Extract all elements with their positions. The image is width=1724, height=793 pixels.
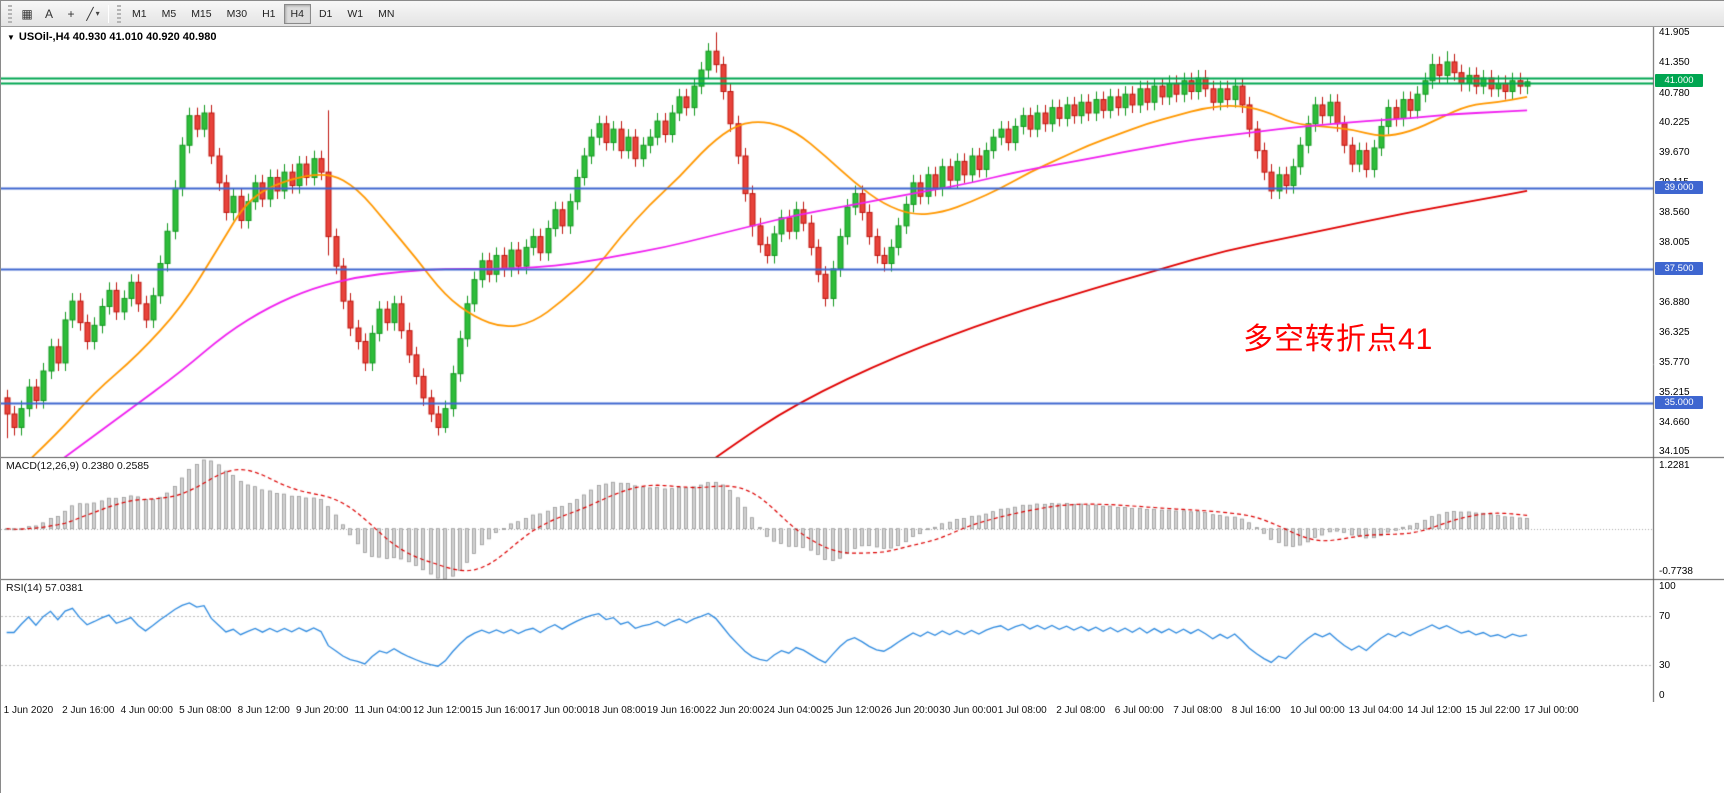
time-axis-label: 9 Jun 20:00 bbox=[296, 705, 349, 716]
price-tick-label: 39.670 bbox=[1659, 147, 1690, 159]
price-tick-label: 41.350 bbox=[1659, 56, 1690, 68]
text-label-button[interactable]: A bbox=[38, 4, 60, 24]
time-axis-label: 15 Jun 16:00 bbox=[471, 705, 530, 716]
time-axis-label: 30 Jun 00:00 bbox=[939, 705, 998, 716]
timeframe-m30-button[interactable]: M30 bbox=[226, 7, 248, 20]
price-tick-label: 41.905 bbox=[1659, 27, 1690, 39]
rsi-axis-label: 100 bbox=[1659, 581, 1676, 592]
symbol-ohlc-label: USOil-,H4 40.930 41.010 40.920 40.980 bbox=[18, 31, 217, 43]
price-tick-label: 40.225 bbox=[1659, 117, 1690, 129]
price-tick-label: 38.005 bbox=[1659, 236, 1690, 248]
price-tick-label: 34.660 bbox=[1659, 416, 1690, 428]
time-axis-label: 5 Jun 08:00 bbox=[179, 705, 232, 716]
price-chart-canvas[interactable] bbox=[1, 27, 1724, 793]
time-axis-label: 10 Jul 00:00 bbox=[1290, 705, 1345, 716]
draw-trendline-icon: ╱ bbox=[86, 6, 94, 21]
chevron-down-icon[interactable]: ▾ bbox=[95, 9, 100, 18]
timeframe-m1-button[interactable]: M1 bbox=[132, 7, 147, 20]
macd-axis-label: -0.7738 bbox=[1659, 566, 1693, 577]
chart-title: ▼ USOil-,H4 40.930 41.010 40.920 40.980 bbox=[7, 31, 216, 43]
price-tick-label: 35.215 bbox=[1659, 386, 1690, 398]
crosshair-button[interactable]: + bbox=[60, 4, 82, 24]
rsi-axis-label: 30 bbox=[1659, 660, 1671, 672]
time-axis-label: 25 Jun 12:00 bbox=[822, 705, 881, 716]
time-axis-label: 2 Jul 08:00 bbox=[1056, 705, 1106, 716]
time-axis-label: 24 Jun 04:00 bbox=[763, 705, 822, 716]
toolbar-grip[interactable] bbox=[8, 4, 12, 23]
time-axis-label: 8 Jul 16:00 bbox=[1231, 705, 1281, 716]
time-axis-label: 8 Jun 12:00 bbox=[237, 705, 290, 716]
price-level-badge: 35.000 bbox=[1655, 396, 1703, 410]
chart-annotation-text[interactable]: 多空转折点41 bbox=[1243, 323, 1434, 356]
timeframe-mn-button[interactable]: MN bbox=[378, 7, 395, 20]
time-axis-label: 1 Jun 2020 bbox=[3, 705, 54, 716]
timeframe-group: M1 M5 M15 M30 H1 H4 D1 W1 MN bbox=[125, 3, 402, 24]
indicator-axis: 1.2281 -0.7738 100 70 30 0 bbox=[1653, 27, 1724, 702]
price-level-badge: 41.000 bbox=[1655, 73, 1703, 87]
timeframe-m15-button[interactable]: M15 bbox=[191, 7, 212, 20]
crosshair-icon: + bbox=[67, 6, 75, 21]
time-axis-label: 22 Jun 20:00 bbox=[705, 705, 764, 716]
rsi-axis-label: 0 bbox=[1659, 690, 1665, 701]
price-tick-label: 36.325 bbox=[1659, 327, 1690, 339]
rsi-indicator-label: RSI(14) 57.0381 bbox=[6, 582, 84, 594]
time-axis-label: 2 Jun 16:00 bbox=[62, 705, 115, 716]
price-axis[interactable]: 41.90541.35040.78040.22539.67039.11538.5… bbox=[1653, 27, 1724, 702]
time-axis-label: 19 Jun 16:00 bbox=[646, 705, 705, 716]
tool-group: ▦ A + ╱ ▾ bbox=[16, 4, 104, 24]
price-tick-label: 34.105 bbox=[1659, 446, 1690, 458]
timeframe-h4-button[interactable]: H4 bbox=[283, 3, 311, 24]
text-label-icon: A bbox=[44, 6, 53, 21]
time-axis-label: 17 Jun 00:00 bbox=[529, 705, 588, 716]
macd-indicator-label: MACD(12,26,9) 0.2380 0.2585 bbox=[6, 460, 150, 472]
macd-axis-label: 1.2281 bbox=[1659, 460, 1690, 471]
timeframe-w1-button[interactable]: W1 bbox=[347, 7, 364, 20]
time-axis-label: 11 Jun 04:00 bbox=[354, 705, 412, 716]
time-axis-label: 14 Jul 12:00 bbox=[1407, 705, 1462, 716]
timeframe-d1-button[interactable]: D1 bbox=[318, 7, 333, 20]
chart-area: ▼ USOil-,H4 40.930 41.010 40.920 40.980 … bbox=[1, 27, 1724, 793]
time-axis-label: 26 Jun 20:00 bbox=[880, 705, 939, 716]
time-axis-label: 17 Jul 00:00 bbox=[1524, 705, 1579, 716]
time-axis-label: 4 Jun 00:00 bbox=[120, 705, 173, 716]
toolbar: ▦ A + ╱ ▾ M1 M5 M15 M30 H1 H4 D1 W1 MN bbox=[1, 1, 1724, 27]
time-axis[interactable]: 1 Jun 2020 2 Jun 16:00 4 Jun 00:00 5 Jun 08… bbox=[1, 702, 1724, 719]
timeframe-toolbar-grip[interactable] bbox=[117, 4, 121, 23]
toolbar-separator bbox=[108, 4, 109, 23]
expand-ohlc-icon[interactable]: ▼ bbox=[7, 32, 15, 42]
timeframe-h1-button[interactable]: H1 bbox=[262, 7, 276, 20]
price-tick-label: 35.770 bbox=[1659, 356, 1690, 368]
time-axis-label: 13 Jul 04:00 bbox=[1348, 705, 1404, 716]
rsi-axis-label: 70 bbox=[1659, 610, 1671, 622]
time-axis-label: 6 Jul 00:00 bbox=[1114, 705, 1164, 716]
time-axis-label: 18 Jun 08:00 bbox=[588, 705, 647, 716]
time-axis-label: 15 Jul 22:00 bbox=[1465, 705, 1521, 716]
price-level-badge: 39.000 bbox=[1655, 181, 1703, 195]
charts-grid-button[interactable]: ▦ bbox=[16, 4, 38, 24]
price-tick-label: 40.780 bbox=[1659, 87, 1690, 99]
time-axis-label: 1 Jul 08:00 bbox=[997, 705, 1047, 716]
timeframe-m5-button[interactable]: M5 bbox=[161, 7, 177, 20]
time-axis-label: 12 Jun 12:00 bbox=[413, 705, 471, 716]
time-axis-label: 7 Jul 08:00 bbox=[1173, 705, 1223, 716]
draw-trendline-button[interactable]: ╱ ▾ bbox=[82, 4, 104, 24]
price-level-badge: 37.500 bbox=[1655, 261, 1703, 275]
price-tick-label: 38.560 bbox=[1659, 206, 1690, 218]
price-tick-label: 36.880 bbox=[1659, 297, 1690, 309]
charts-grid-icon: ▦ bbox=[21, 6, 33, 21]
